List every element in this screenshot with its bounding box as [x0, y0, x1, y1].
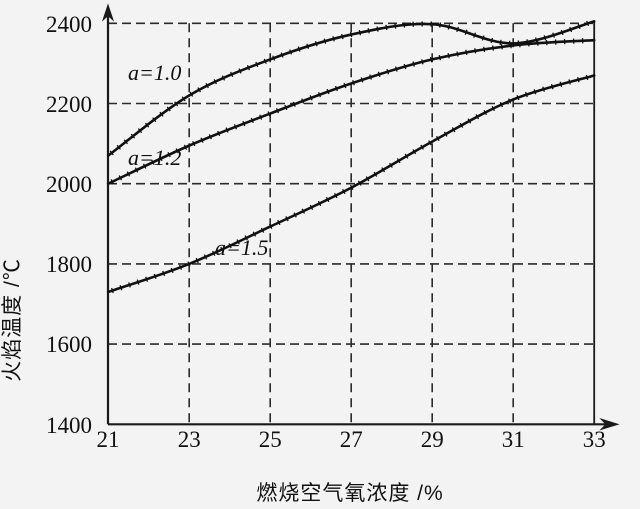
svg-text:2000: 2000 — [46, 172, 92, 197]
svg-text:a=1.5: a=1.5 — [215, 235, 268, 260]
svg-text:a=1.0: a=1.0 — [128, 60, 181, 85]
svg-text:1800: 1800 — [46, 252, 92, 277]
svg-text:火焰温度 /℃: 火焰温度 /℃ — [1, 258, 24, 382]
svg-text:21: 21 — [97, 427, 120, 452]
svg-text:31: 31 — [502, 427, 525, 452]
svg-text:29: 29 — [421, 427, 444, 452]
svg-text:23: 23 — [178, 427, 201, 452]
svg-text:燃烧空气氧浓度 /%: 燃烧空气氧浓度 /% — [256, 482, 443, 505]
svg-text:25: 25 — [259, 427, 282, 452]
svg-text:33: 33 — [583, 427, 606, 452]
svg-text:2200: 2200 — [46, 92, 92, 117]
svg-text:2400: 2400 — [46, 12, 92, 37]
svg-text:1400: 1400 — [46, 413, 92, 438]
svg-text:1600: 1600 — [46, 332, 92, 357]
svg-text:27: 27 — [340, 427, 363, 452]
svg-text:a=1.2: a=1.2 — [128, 145, 181, 170]
